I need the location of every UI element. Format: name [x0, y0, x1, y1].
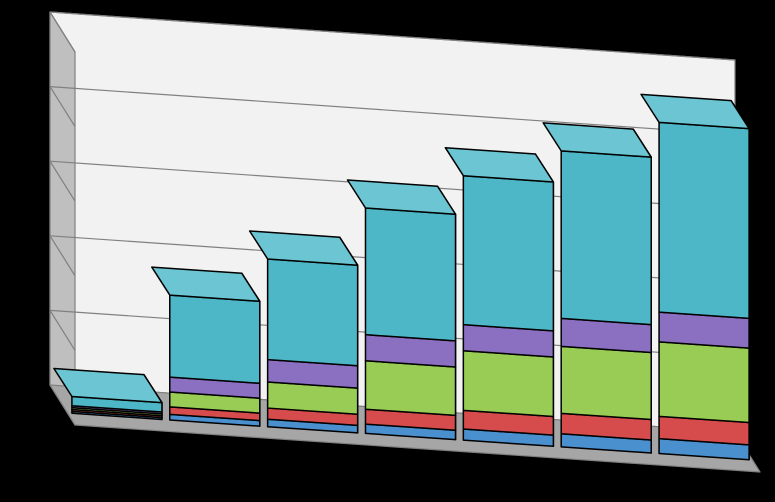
- stacked-bar-3d-chart: [0, 0, 775, 502]
